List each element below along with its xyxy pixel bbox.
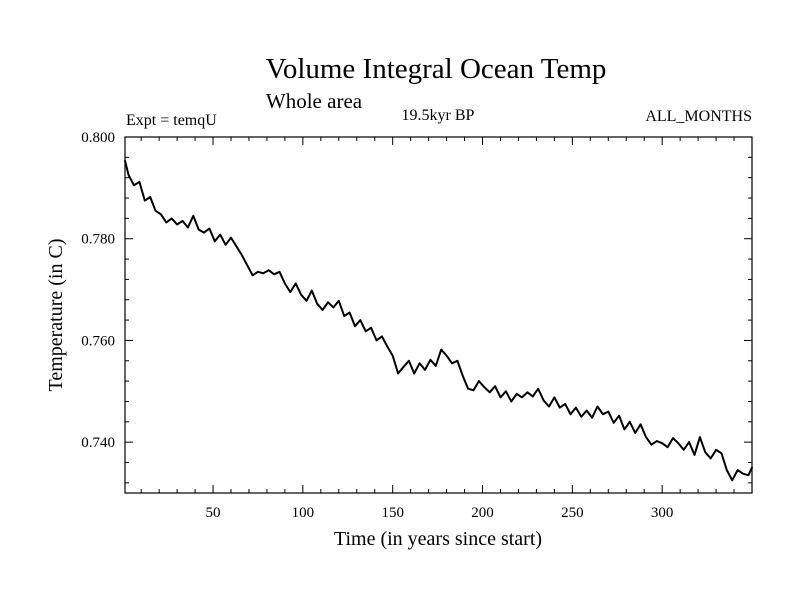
months-label: ALL_MONTHS (645, 108, 752, 125)
x-tick-label: 200 (471, 505, 494, 521)
y-axis-title: Temperature (in C) (45, 239, 67, 392)
y-tick-label: 0.800 (81, 130, 115, 146)
chart-subtitle: Whole area (266, 89, 363, 113)
plot-frame (124, 136, 753, 494)
x-axis-title: Time (in years since start) (334, 528, 542, 550)
period-label: 19.5kyr BP (402, 107, 475, 124)
x-tick-label: 100 (292, 505, 315, 521)
expt-label: Expt = temqU (126, 112, 217, 129)
x-tick-label: 250 (561, 505, 584, 521)
series-line-temqU (124, 159, 753, 482)
y-tick-label: 0.760 (81, 333, 115, 349)
y-tick-label: 0.740 (81, 435, 115, 451)
x-tick-label: 50 (206, 505, 221, 521)
x-axis: 50 100 150 200 250 300 (140, 137, 753, 521)
x-tick-label: 300 (651, 505, 674, 521)
chart-title: Volume Integral Ocean Temp (266, 53, 607, 85)
x-tick-label: 150 (381, 505, 404, 521)
y-axis: 0.740 0.760 0.780 0.800 (81, 130, 752, 484)
y-tick-label: 0.780 (81, 232, 115, 248)
